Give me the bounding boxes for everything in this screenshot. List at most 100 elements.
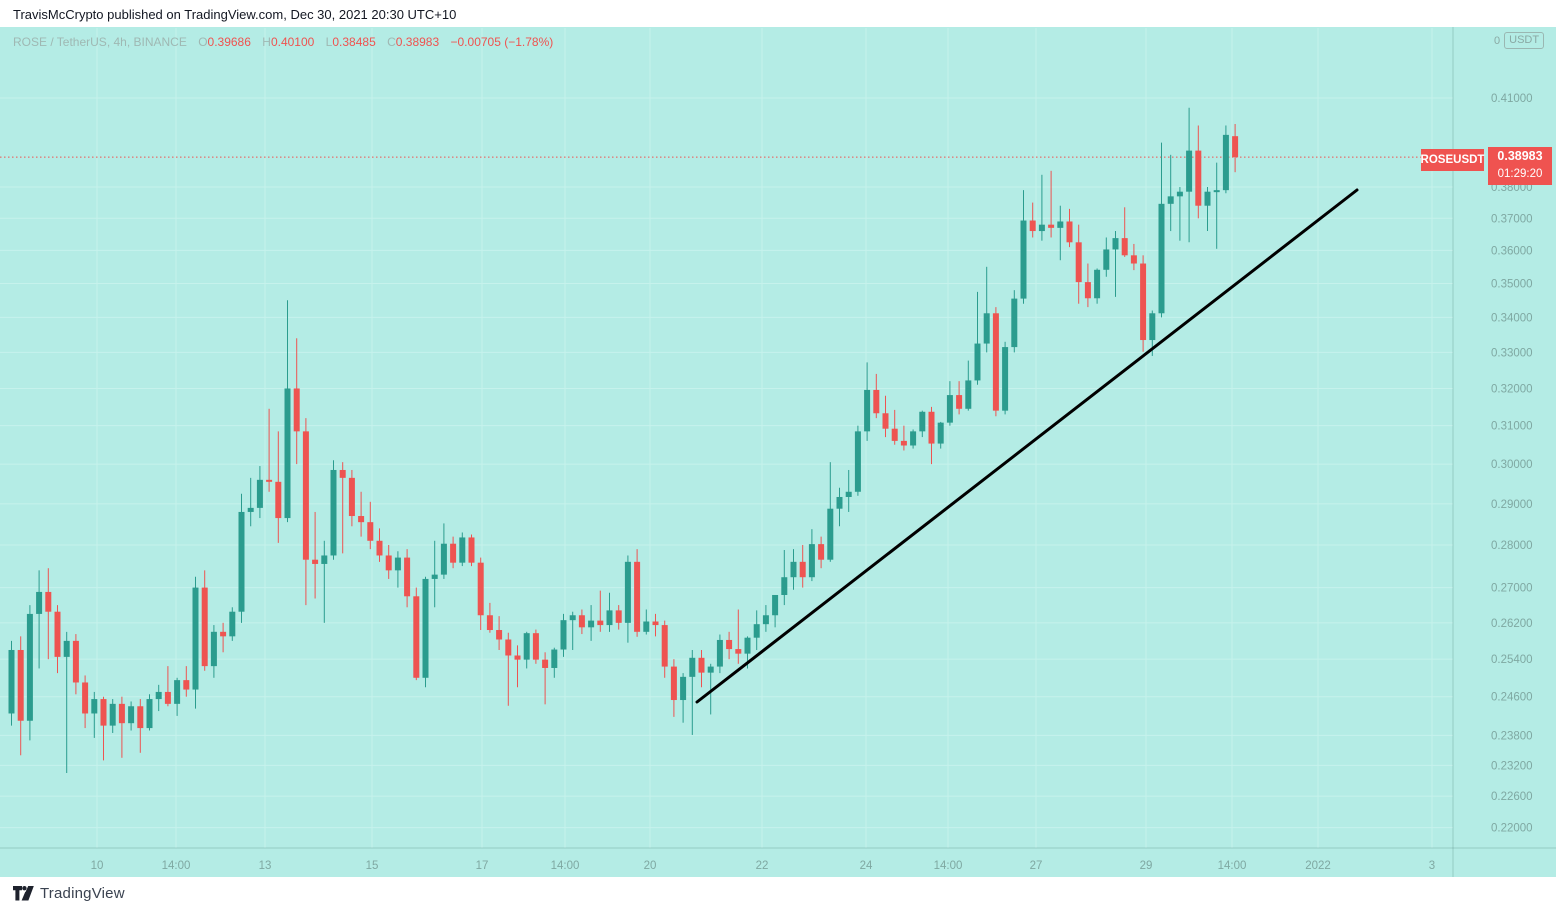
candle-body [376,540,383,556]
candle-body [1057,221,1064,228]
candle-body [302,431,309,560]
time-axis-label: 27 [1030,860,1043,872]
candle-body [634,561,641,632]
candle-body [781,577,788,595]
candle-body [8,649,15,714]
candle-body [1112,238,1119,250]
candle-body [707,666,714,673]
candle-body [864,389,871,432]
candle-body [588,620,595,628]
candle-body [137,706,144,729]
candle-body [183,680,190,690]
price-axis-label: 0.23200 [1491,760,1533,772]
candle-body [256,479,263,508]
price-axis-label: 0.22600 [1491,791,1533,803]
candle-body [542,659,549,668]
candle-body [358,516,365,523]
candle-body [974,343,981,381]
candle-body [1029,220,1036,232]
candle-body [799,561,806,578]
time-axis-label: 17 [476,860,489,872]
candle-body [1130,255,1137,264]
candle-body [514,655,521,660]
time-axis[interactable]: 10 14:00 13 15 17 14:00 20 22 24 14:00 27 29 14:00 20… [91,860,1436,872]
candle-body [440,543,447,575]
candle-body [624,561,631,623]
candle-body [726,639,733,650]
candle-body [36,591,43,614]
open-label: O [198,35,208,49]
candle-body [348,477,355,517]
price-axis-label: 0.32000 [1491,383,1533,395]
candle-body [615,610,622,623]
candle-body [174,680,181,704]
candle-body [1149,313,1156,341]
candle-body [1140,263,1147,341]
price-axis-label: 0.23800 [1491,730,1533,742]
candle-body [339,469,346,478]
candle-body [247,507,254,512]
candle-body [321,555,328,564]
chart-canvas[interactable]: 0.41000 0.38000 0.37000 0.36000 0.35000 0.340… [0,27,1556,877]
candle-body [128,706,135,724]
time-axis-label: 29 [1140,860,1153,872]
candle-body [192,587,199,690]
candle-body [367,522,374,541]
candle-body [210,631,217,667]
candle-body [1158,203,1165,314]
candle-body [873,389,880,414]
grid-lines [0,28,1453,848]
price-axis-label: 0.31000 [1491,421,1533,433]
candle-body [597,620,604,626]
candle-body [1002,347,1009,411]
axis-unit-currency[interactable]: USDT [1504,32,1545,49]
candle-body [229,611,236,637]
candle-body [17,649,24,721]
price-axis-label: 0.25400 [1491,654,1533,666]
price-axis-label: 0.22000 [1491,823,1533,835]
price-axis-label: 0.34000 [1491,312,1533,324]
trend-line[interactable] [695,188,1359,704]
symbol-legend: ROSE / TetherUS, 4h, BINANCE O0.39686 H0… [13,35,553,49]
candle-body [1167,196,1174,204]
candle-body [698,657,705,673]
time-axis-label: 20 [644,860,657,872]
candle-body [505,639,512,656]
price-axis-label: 0.27000 [1491,583,1533,595]
candle-body [845,491,852,497]
candle-body [1176,191,1183,197]
candle-body [670,666,677,701]
price-axis-label: 0.26200 [1491,618,1533,630]
candle-body [983,313,990,344]
last-price-tag: 0.38983 01:29:20 [1488,147,1552,185]
candle-body [882,413,889,429]
candle-body [275,481,282,519]
tradingview-logo-icon[interactable] [13,885,34,901]
candle-body [394,557,401,571]
time-axis-label: 24 [860,860,873,872]
candle-body [330,469,337,556]
candle-body [1195,150,1202,206]
candle-body [1084,282,1091,299]
candle-body [956,395,963,409]
time-axis-label: 10 [91,860,104,872]
candle-body [312,559,319,564]
attribution-text: TravisMcCrypto published on TradingView.… [13,7,457,22]
price-axis[interactable]: 0.41000 0.38000 0.37000 0.36000 0.35000 0.340… [1491,93,1533,835]
time-axis-label: 2022 [1305,860,1331,872]
price-axis-label: 0.29000 [1491,499,1533,511]
candle-body [680,676,687,701]
candle-body [1066,221,1073,243]
candle-body [818,544,825,560]
close-value: 0.38983 [395,35,440,49]
candle-body [854,431,861,492]
candle-body [72,640,79,683]
tradingview-brand-text[interactable]: TradingView [40,884,125,902]
candle-body [560,620,567,650]
candle-body [1075,242,1082,283]
candle-body [1121,238,1128,256]
price-axis-label: 0.37000 [1491,213,1533,225]
candle-body [928,411,935,444]
candle-body [744,637,751,654]
open-value: 0.39686 [207,35,251,49]
